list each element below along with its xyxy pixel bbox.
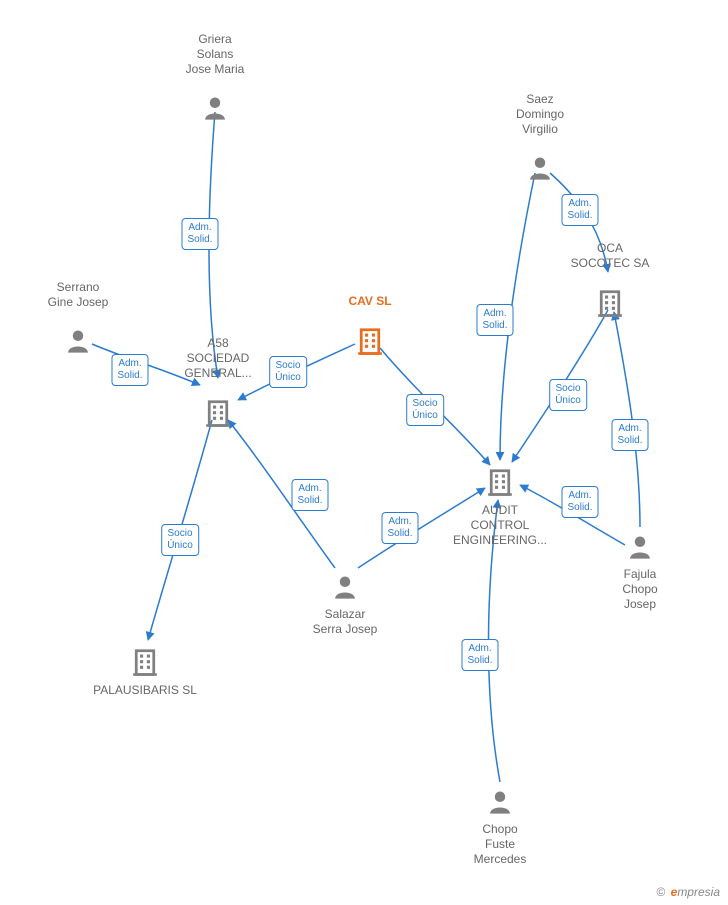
node-label: CAV SL [315,294,425,309]
node-fajula[interactable]: FajulaChopoJosep [585,531,695,612]
node-label: A58SOCIEDADGENERAL... [163,336,273,381]
building-icon [203,398,233,432]
node-label: SerranoGine Josep [23,280,133,310]
node-label: OCASOCOTEC SA [555,241,665,271]
person-icon [331,573,359,605]
node-a58[interactable]: A58SOCIEDADGENERAL... [163,336,273,434]
node-griera[interactable]: GrieraSolansJose Maria [160,32,270,128]
building-icon [595,288,625,322]
building-icon [130,647,160,681]
node-saez[interactable]: SaezDomingoVirgilio [485,92,595,188]
edge-label-fajula-audit: Adm.Solid. [561,486,598,518]
person-icon [64,327,92,359]
node-palau[interactable]: PALAUSIBARIS SL [90,645,200,698]
edge-label-cavsl-audit: SocioÚnico [406,394,444,426]
node-label: ChopoFusteMercedes [445,822,555,867]
person-icon [526,154,554,186]
brand-rest: mpresia [677,885,720,899]
edge-label-salazar-audit: Adm.Solid. [381,512,418,544]
person-icon [626,533,654,565]
node-label: PALAUSIBARIS SL [90,683,200,698]
node-audit[interactable]: AUDITCONTROLENGINEERING... [445,465,555,548]
node-cavsl[interactable]: CAV SL [315,294,425,362]
copyright-symbol: © [656,885,665,899]
edge-label-a58-palau: SocioÚnico [161,524,199,556]
edge-label-oca-audit: SocioÚnico [549,379,587,411]
edge-label-cavsl-a58: SocioÚnico [269,356,307,388]
edge-label-serrano-a58: Adm.Solid. [111,354,148,386]
person-icon [201,94,229,126]
building-icon [355,326,385,360]
node-label: FajulaChopoJosep [585,567,695,612]
watermark: © empresia [656,885,720,899]
network-diagram: GrieraSolansJose Maria SaezDomingoVirgil… [0,0,728,905]
edge-label-saez-audit: Adm.Solid. [476,304,513,336]
edge-label-fajula-oca: Adm.Solid. [611,419,648,451]
edge-label-griera-a58: Adm.Solid. [181,218,218,250]
node-label: SalazarSerra Josep [290,607,400,637]
edge-label-salazar-a58: Adm.Solid. [291,479,328,511]
edge-label-saez-oca: Adm.Solid. [561,194,598,226]
building-icon [485,467,515,501]
person-icon [486,788,514,820]
node-label: GrieraSolansJose Maria [160,32,270,77]
edges-layer [0,0,728,905]
node-serrano[interactable]: SerranoGine Josep [23,280,133,361]
node-label: SaezDomingoVirgilio [485,92,595,137]
node-oca[interactable]: OCASOCOTEC SA [555,241,665,324]
node-salazar[interactable]: SalazarSerra Josep [290,571,400,637]
node-label: AUDITCONTROLENGINEERING... [445,503,555,548]
edge-label-chopo-audit: Adm.Solid. [461,639,498,671]
node-chopo[interactable]: ChopoFusteMercedes [445,786,555,867]
